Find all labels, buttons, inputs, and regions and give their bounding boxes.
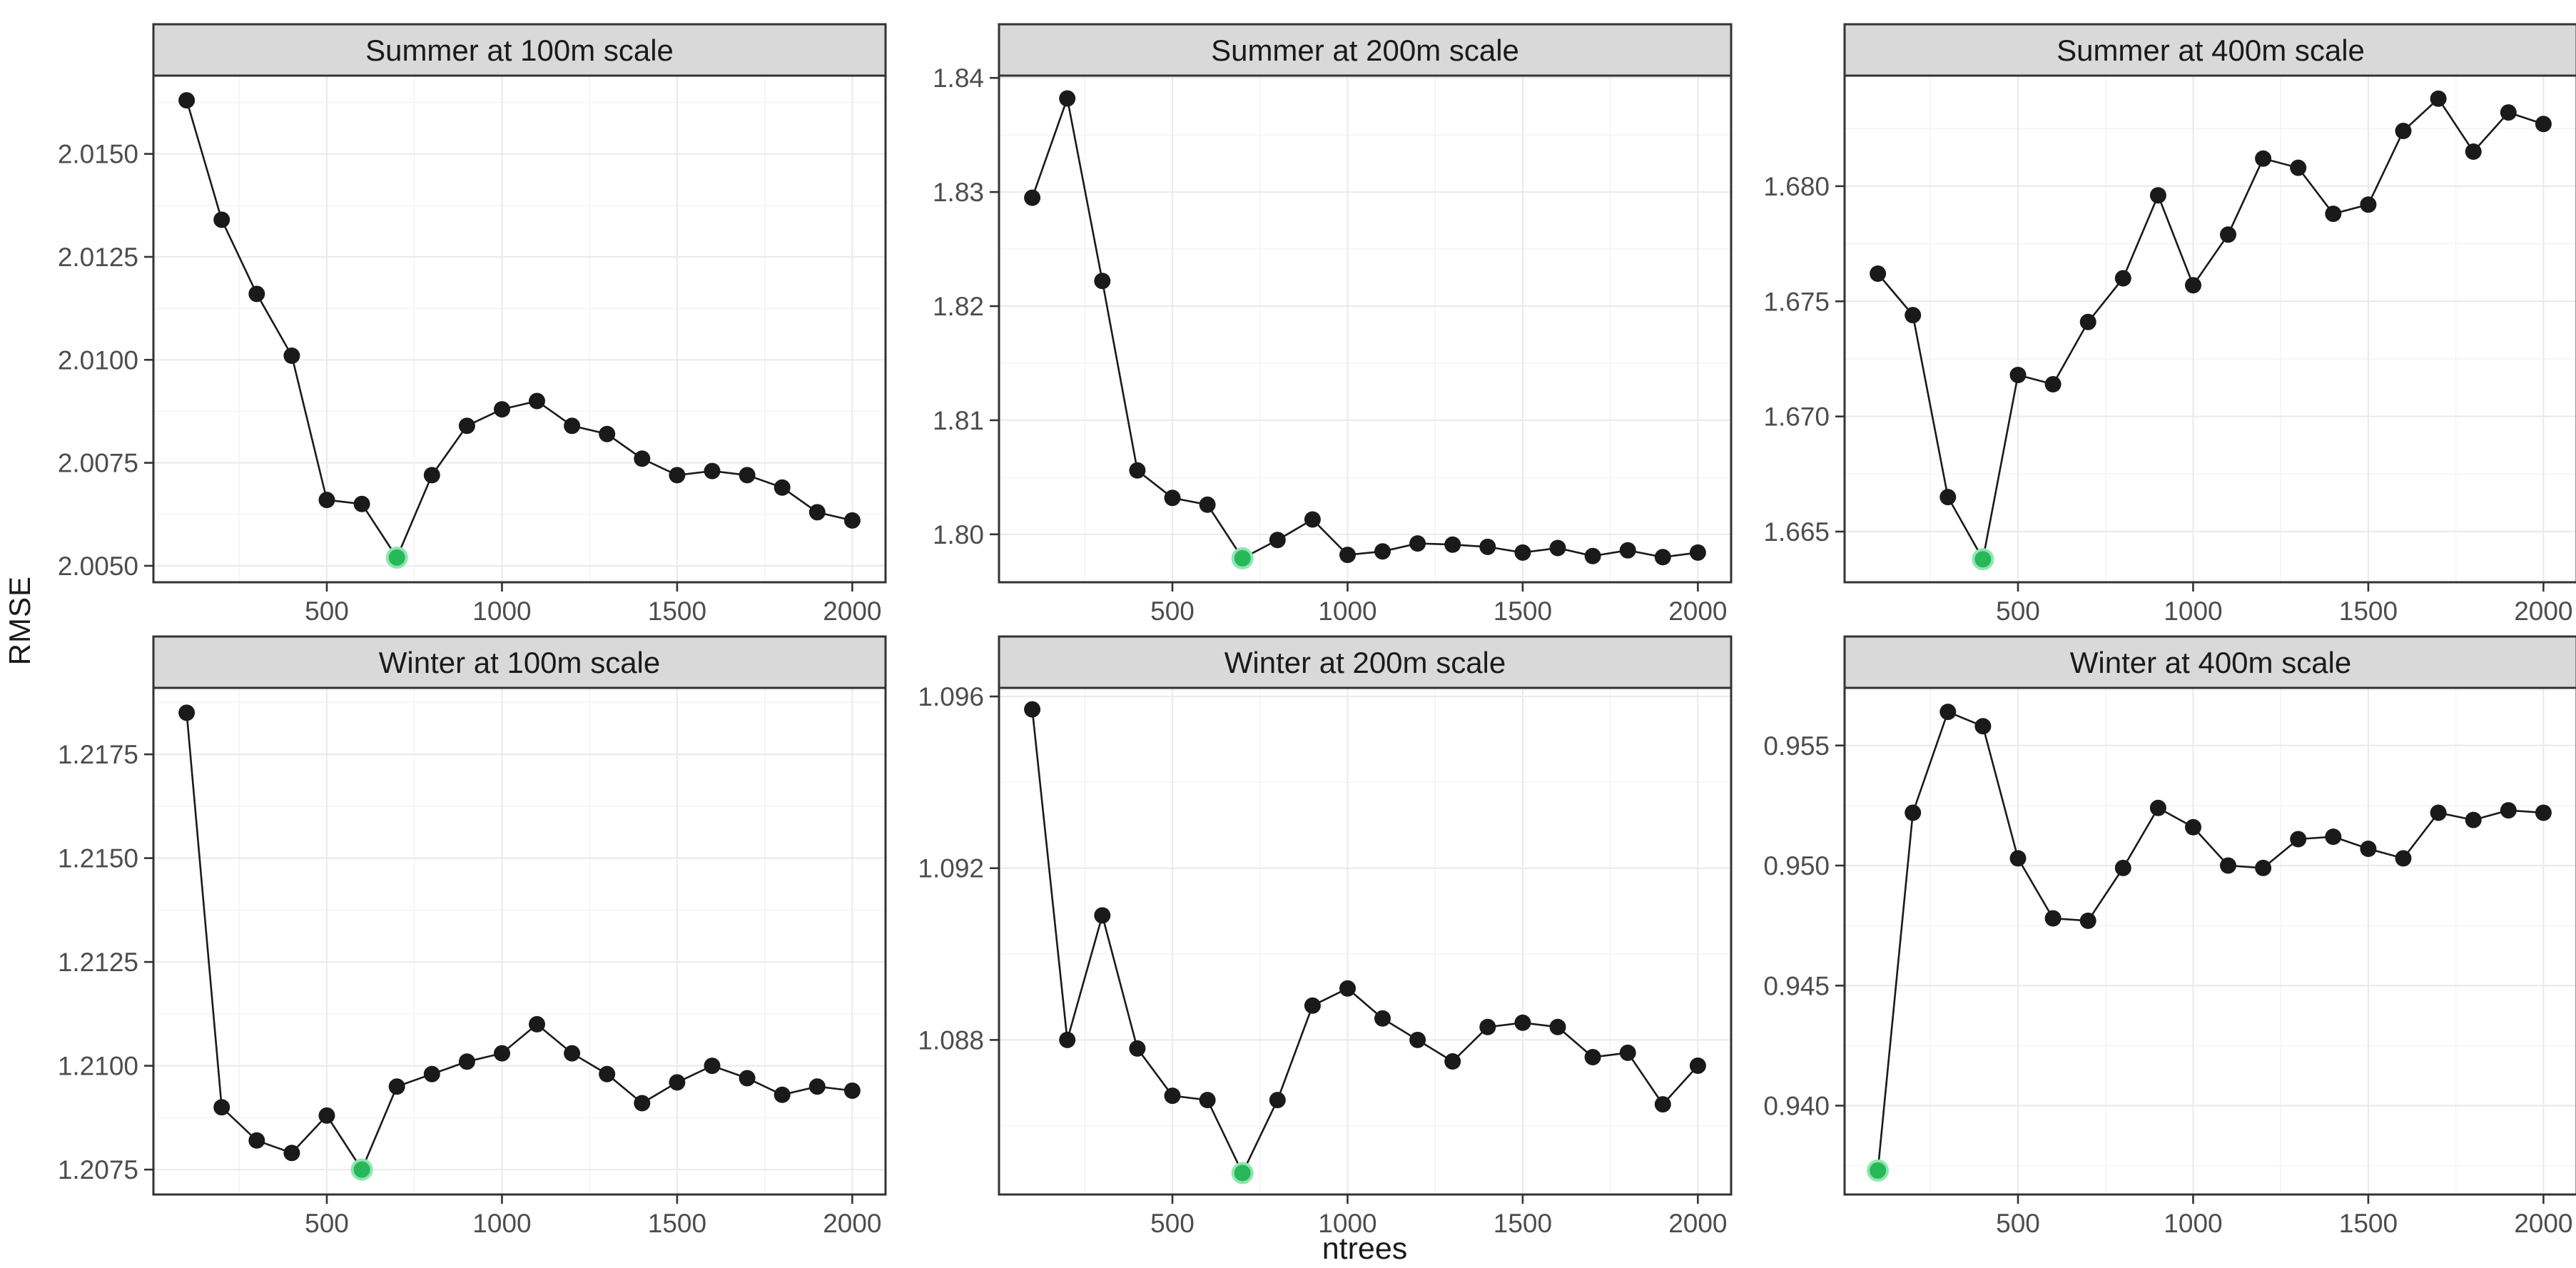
- svg-text:500: 500: [1996, 597, 2040, 624]
- svg-text:0.950: 0.950: [1763, 851, 1830, 881]
- svg-text:0.940: 0.940: [1763, 1091, 1830, 1120]
- panel-summer-100m-chart: Summer at 100m scale 2.0050 2.0075 2.0100 2.…: [58, 23, 887, 624]
- svg-text:1500: 1500: [2339, 597, 2398, 624]
- svg-text:1000: 1000: [2164, 1209, 2222, 1237]
- svg-text:0.945: 0.945: [1763, 971, 1830, 1000]
- svg-text:1.83: 1.83: [933, 178, 984, 207]
- panel-winter-200m: Winter at 200m scale 1.088 1.092 1.096 500 10…: [888, 634, 1734, 1237]
- svg-text:1000: 1000: [1318, 597, 1376, 624]
- y-axis-title: RMSE: [0, 0, 40, 1242]
- svg-text:1.665: 1.665: [1763, 517, 1830, 547]
- svg-text:500: 500: [305, 597, 349, 624]
- panel-grid: Summer at 100m scale 2.0050 2.0075 2.0100 2.…: [43, 21, 2576, 1246]
- svg-text:1.092: 1.092: [918, 854, 984, 883]
- panel-winter-100m: Winter at 100m scale 1.2075 1.2100 1.2125 1.…: [43, 634, 888, 1237]
- svg-text:Winter at 100m scale: Winter at 100m scale: [379, 646, 661, 679]
- svg-text:1.81: 1.81: [933, 406, 984, 435]
- svg-text:1500: 1500: [1494, 1209, 1552, 1237]
- svg-text:Summer at 200m scale: Summer at 200m scale: [1211, 34, 1519, 67]
- svg-text:1500: 1500: [648, 597, 706, 624]
- y-axis-title-text: RMSE: [3, 576, 36, 666]
- panel-summer-400m-chart: Summer at 400m scale 1.665 1.670 1.675 1.680…: [1763, 23, 2576, 624]
- svg-text:1.2100: 1.2100: [58, 1052, 138, 1081]
- panel-summer-200m-chart: Summer at 200m scale 1.80 1.81 1.82 1.83 1.84…: [933, 23, 1733, 624]
- panel-winter-400m-chart: Winter at 400m scale 0.940 0.945 0.950 0.955…: [1763, 635, 2576, 1237]
- panel-winter-400m: Winter at 400m scale 0.940 0.945 0.950 0.955…: [1734, 634, 2576, 1237]
- svg-text:1000: 1000: [472, 1209, 531, 1237]
- svg-text:2.0150: 2.0150: [58, 140, 138, 169]
- svg-text:500: 500: [1150, 597, 1195, 624]
- svg-text:2000: 2000: [1668, 1209, 1727, 1237]
- svg-text:1000: 1000: [2164, 597, 2222, 624]
- svg-text:2.0075: 2.0075: [58, 449, 138, 478]
- panel-summer-400m: Summer at 400m scale 1.665 1.670 1.675 1.680…: [1734, 21, 2576, 624]
- panel-summer-200m: Summer at 200m scale 1.80 1.81 1.82 1.83 1.84…: [888, 21, 1734, 624]
- svg-text:1.2175: 1.2175: [58, 740, 138, 769]
- svg-text:1000: 1000: [1318, 1209, 1376, 1237]
- svg-text:2.0050: 2.0050: [58, 552, 138, 581]
- svg-text:2.0100: 2.0100: [58, 345, 138, 375]
- svg-text:Winter at 200m scale: Winter at 200m scale: [1224, 646, 1506, 679]
- svg-text:1.670: 1.670: [1763, 402, 1830, 432]
- panel-winter-200m-chart: Winter at 200m scale 1.088 1.092 1.096 500 10…: [918, 635, 1733, 1237]
- svg-text:1500: 1500: [1494, 597, 1552, 624]
- svg-text:1.088: 1.088: [918, 1025, 984, 1055]
- panel-winter-100m-chart: Winter at 100m scale 1.2075 1.2100 1.2125 1.…: [58, 635, 887, 1237]
- svg-text:500: 500: [1150, 1209, 1195, 1237]
- svg-text:1.096: 1.096: [918, 682, 984, 711]
- svg-text:500: 500: [305, 1209, 349, 1237]
- svg-text:2000: 2000: [2514, 1209, 2572, 1237]
- svg-text:1.2150: 1.2150: [58, 844, 138, 873]
- svg-text:2000: 2000: [823, 1209, 881, 1237]
- svg-text:Winter at 400m scale: Winter at 400m scale: [2070, 646, 2352, 679]
- svg-text:1.84: 1.84: [933, 64, 984, 93]
- svg-text:1.680: 1.680: [1763, 172, 1830, 201]
- svg-text:2000: 2000: [823, 597, 881, 624]
- svg-text:2000: 2000: [1668, 597, 1727, 624]
- svg-text:500: 500: [1996, 1209, 2040, 1237]
- svg-text:0.955: 0.955: [1763, 731, 1830, 761]
- panel-summer-100m: Summer at 100m scale 2.0050 2.0075 2.0100 2.…: [43, 21, 888, 624]
- svg-text:1000: 1000: [472, 597, 531, 624]
- svg-text:1500: 1500: [2339, 1209, 2398, 1237]
- svg-text:1.82: 1.82: [933, 292, 984, 321]
- svg-text:1.675: 1.675: [1763, 287, 1830, 316]
- svg-text:1.2075: 1.2075: [58, 1155, 138, 1185]
- svg-text:1.2125: 1.2125: [58, 948, 138, 977]
- svg-text:2000: 2000: [2514, 597, 2572, 624]
- x-axis-title: ntrees: [1322, 1232, 1408, 1266]
- svg-text:1.80: 1.80: [933, 520, 984, 549]
- svg-text:2.0125: 2.0125: [58, 243, 138, 272]
- svg-text:Summer at 400m scale: Summer at 400m scale: [2057, 34, 2365, 67]
- svg-text:Summer at 100m scale: Summer at 100m scale: [365, 34, 674, 67]
- svg-text:1500: 1500: [648, 1209, 706, 1237]
